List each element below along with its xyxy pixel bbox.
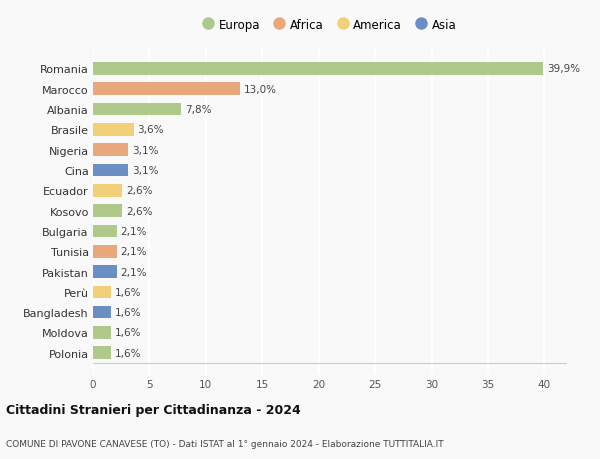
Text: 1,6%: 1,6% xyxy=(115,308,142,318)
Text: COMUNE DI PAVONE CANAVESE (TO) - Dati ISTAT al 1° gennaio 2024 - Elaborazione TU: COMUNE DI PAVONE CANAVESE (TO) - Dati IS… xyxy=(6,439,443,448)
Bar xyxy=(93,83,240,96)
Text: 7,8%: 7,8% xyxy=(185,105,211,115)
Bar xyxy=(93,306,111,319)
Text: 2,1%: 2,1% xyxy=(121,246,147,257)
Bar xyxy=(93,124,134,136)
Bar xyxy=(93,225,116,238)
Legend: Europa, Africa, America, Asia: Europa, Africa, America, Asia xyxy=(200,15,460,35)
Text: 3,1%: 3,1% xyxy=(132,146,158,155)
Bar xyxy=(93,63,544,76)
Bar xyxy=(93,205,122,218)
Text: 3,6%: 3,6% xyxy=(137,125,164,135)
Text: 2,6%: 2,6% xyxy=(126,206,153,216)
Bar xyxy=(93,164,128,177)
Bar xyxy=(93,144,128,157)
Bar xyxy=(93,347,111,359)
Text: 13,0%: 13,0% xyxy=(244,84,277,95)
Text: 1,6%: 1,6% xyxy=(115,348,142,358)
Bar xyxy=(93,185,122,197)
Bar xyxy=(93,326,111,339)
Text: 2,1%: 2,1% xyxy=(121,267,147,277)
Text: Cittadini Stranieri per Cittadinanza - 2024: Cittadini Stranieri per Cittadinanza - 2… xyxy=(6,403,301,416)
Bar xyxy=(93,104,181,116)
Bar xyxy=(93,266,116,278)
Bar xyxy=(93,246,116,258)
Text: 1,6%: 1,6% xyxy=(115,287,142,297)
Text: 1,6%: 1,6% xyxy=(115,328,142,338)
Text: 3,1%: 3,1% xyxy=(132,166,158,176)
Text: 39,9%: 39,9% xyxy=(547,64,580,74)
Bar xyxy=(93,286,111,298)
Text: 2,1%: 2,1% xyxy=(121,226,147,236)
Text: 2,6%: 2,6% xyxy=(126,186,153,196)
